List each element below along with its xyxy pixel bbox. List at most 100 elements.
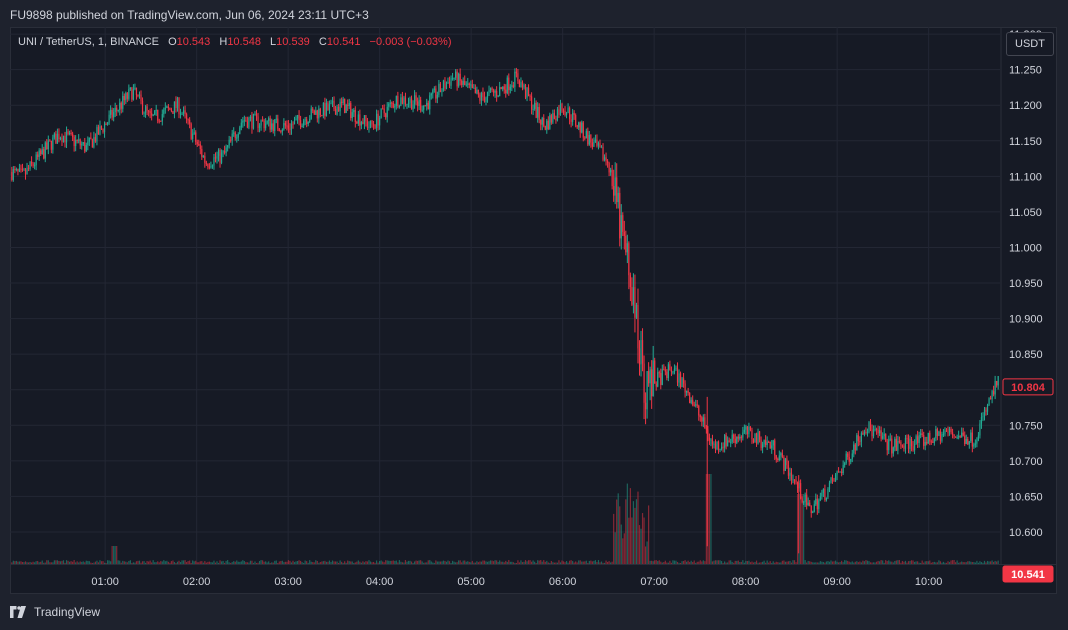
volume-bar [429, 560, 431, 564]
candle-body [780, 453, 782, 456]
volume-bar [488, 561, 490, 564]
volume-bar [108, 560, 110, 564]
candle-body [435, 88, 437, 99]
volume-bar [385, 560, 387, 564]
candle-body [306, 119, 308, 124]
candle-body [948, 428, 951, 433]
candle-body [488, 90, 490, 93]
volume-bar [850, 562, 852, 564]
volume-bar [572, 561, 574, 564]
volume-bar [795, 562, 797, 564]
volume-bar [827, 561, 829, 564]
candle-body [400, 97, 402, 106]
candle-body [334, 109, 337, 115]
volume-bar [790, 562, 793, 564]
volume-bar [102, 561, 104, 564]
volume-bar [649, 560, 651, 564]
volume-bar [556, 562, 559, 564]
candle-body [768, 441, 770, 443]
candle-body [947, 431, 949, 433]
candle-body [722, 446, 724, 448]
candle-body [707, 429, 709, 438]
candle-body [575, 115, 577, 126]
price-chart[interactable]: 11.30011.25011.20011.15011.10011.05011.0… [10, 27, 1057, 594]
last-price-label [1002, 565, 1054, 583]
candle-body [792, 479, 794, 481]
volume-bar [655, 560, 657, 564]
candle-body [116, 107, 118, 111]
footer-brand[interactable]: TradingView [10, 605, 100, 619]
candle-body [211, 165, 214, 167]
candle-body [167, 106, 169, 109]
candle-body [945, 430, 948, 432]
candle-body [614, 177, 616, 196]
volume-bar [474, 562, 476, 564]
candle-body [692, 399, 694, 405]
volume-bar [974, 562, 976, 564]
candle-body [113, 112, 115, 118]
candle-body [245, 120, 247, 122]
candle-body [413, 95, 416, 105]
volume-bar [293, 562, 296, 564]
x-tick-label: 08:00 [732, 576, 760, 588]
candle-body [625, 235, 627, 253]
currency-button[interactable]: USDT [1006, 32, 1054, 56]
y-tick-label: 11.200 [1009, 100, 1042, 112]
candle-body [79, 139, 81, 146]
candle-body [982, 416, 984, 418]
candle-body [834, 474, 837, 481]
volume-bar [491, 560, 493, 564]
volume-bar [489, 560, 492, 564]
candle-body [455, 71, 457, 78]
candle-body [865, 431, 867, 433]
volume-bar [813, 562, 815, 564]
candle-body [851, 453, 853, 459]
candle-body [210, 166, 212, 168]
volume-bar [947, 561, 949, 564]
candle-body [339, 101, 341, 112]
candle-body [544, 125, 546, 130]
candle-body [910, 439, 913, 447]
candle-body [30, 161, 33, 164]
volume-bar [862, 560, 864, 564]
candle-body [479, 94, 481, 101]
candle-body [106, 122, 109, 125]
volume-bar [483, 560, 486, 564]
volume-bar [635, 499, 638, 564]
volume-bar [467, 561, 469, 564]
candle-body [725, 435, 727, 447]
candle-body [192, 133, 194, 139]
candle-body [494, 90, 496, 93]
candle-body [812, 511, 814, 513]
volume-bar [603, 562, 606, 564]
candle-body [856, 435, 858, 451]
candle-body [496, 90, 498, 97]
candle-body [827, 488, 829, 498]
volume-bar [511, 561, 513, 564]
volume-bar [32, 561, 34, 564]
candle-body [980, 417, 983, 424]
volume-bar [839, 561, 841, 564]
candle-body [535, 102, 537, 118]
candle-body [321, 115, 323, 117]
volume-bar [882, 560, 884, 564]
volume-bar [50, 562, 52, 564]
volume-bar [628, 517, 630, 564]
volume-bar [754, 561, 756, 564]
volume-bar [366, 561, 369, 564]
volume-bar [865, 560, 867, 564]
candle-body [897, 441, 899, 451]
volume-bar [299, 560, 302, 564]
volume-bar [651, 560, 653, 564]
candle-body [55, 133, 57, 144]
volume-bar [976, 560, 978, 564]
volume-bar [520, 560, 522, 564]
candle-body [360, 121, 362, 126]
volume-bar [875, 561, 878, 564]
candle-body [839, 471, 841, 473]
candle-body [482, 92, 484, 98]
symbol-label[interactable]: UNI / TetherUS, 1, BINANCE [18, 36, 160, 48]
volume-bar [910, 560, 913, 564]
candle-body [740, 436, 742, 438]
volume-bar [90, 562, 92, 564]
